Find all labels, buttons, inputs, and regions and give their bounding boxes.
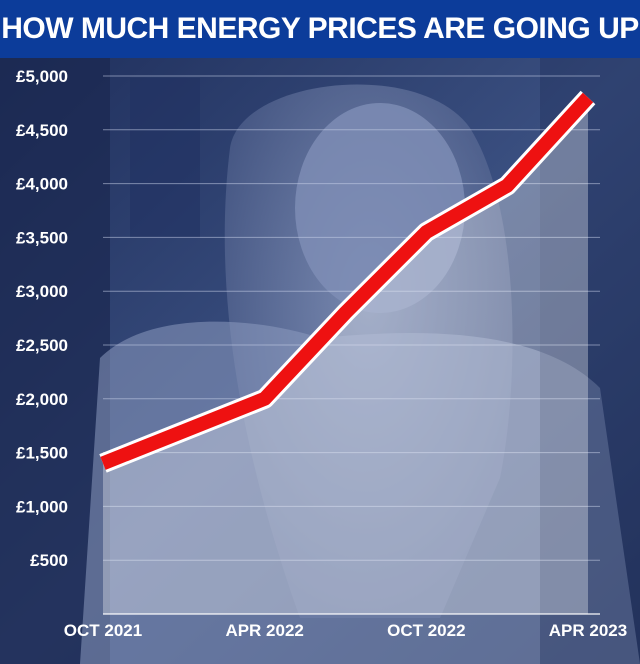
x-tick-label: OCT 2021 [64, 621, 142, 640]
y-axis-labels: £500 £1,000 £1,500 £2,000 £2,500 £3,000 £3,500… [16, 67, 68, 570]
chart-title: HOW MUCH ENERGY PRICES ARE GOING UP [1, 12, 639, 45]
x-tick-label: APR 2023 [549, 621, 627, 640]
y-tick-label: £3,500 [16, 228, 68, 247]
y-tick-label: £4,000 [16, 175, 68, 194]
y-tick-label: £2,000 [16, 390, 68, 409]
area-fill [103, 97, 588, 614]
x-axis-labels: OCT 2021 APR 2022 OCT 2022 APR 2023 [64, 621, 627, 640]
title-bar: HOW MUCH ENERGY PRICES ARE GOING UP [0, 0, 640, 58]
price-area [103, 97, 588, 614]
x-tick-label: OCT 2022 [387, 621, 465, 640]
y-tick-label: £1,000 [16, 497, 68, 516]
y-tick-label: £3,000 [16, 282, 68, 301]
y-tick-label: £2,500 [16, 336, 68, 355]
gridlines [103, 75, 600, 615]
x-tick-label: APR 2022 [225, 621, 303, 640]
y-tick-label: £1,500 [16, 444, 68, 463]
y-tick-label: £5,000 [16, 67, 68, 86]
y-tick-label: £500 [30, 551, 68, 570]
price-line [99, 90, 596, 473]
y-tick-label: £4,500 [16, 121, 68, 140]
